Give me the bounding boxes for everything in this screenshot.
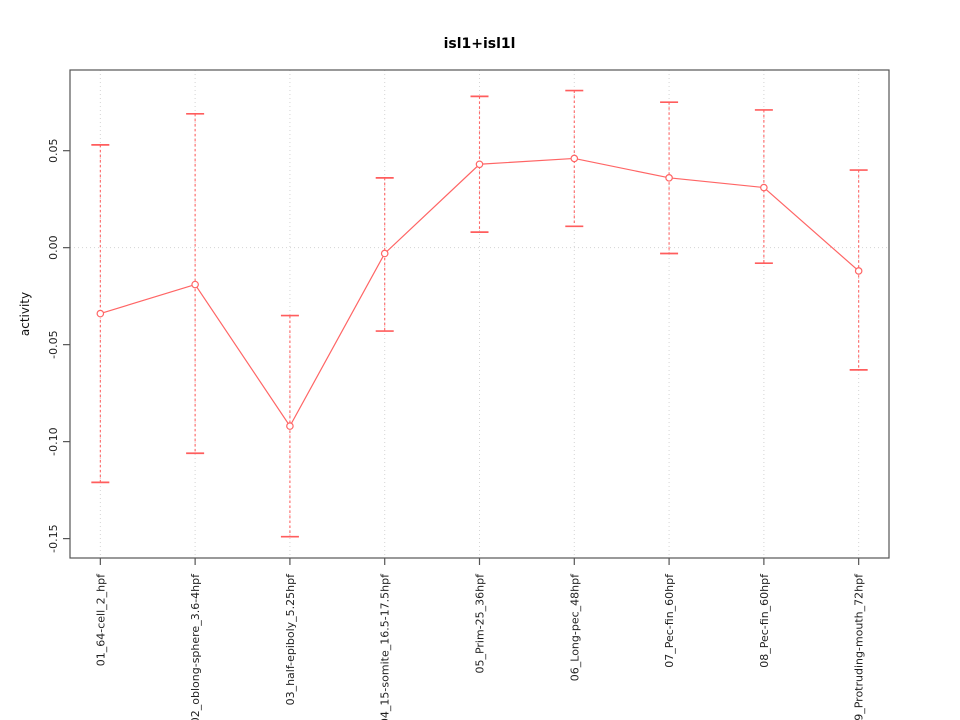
y-tick-label: -0.10 — [47, 427, 60, 455]
data-point — [570, 154, 579, 163]
x-tick-label: 08_Pec-fin_60hpf — [758, 573, 771, 668]
data-point — [760, 183, 768, 192]
data-point — [191, 280, 199, 289]
x-tick-label: 04_15-somite_16.5-17.5hpf — [379, 573, 392, 720]
x-tick-label: 05_Prim-25_36hpf — [474, 573, 487, 674]
x-tick-label: 07_Pec-fin_60hpf — [663, 573, 676, 668]
x-tick-label: 02_oblong-sphere_3.6-4hpf — [189, 573, 202, 720]
y-tick-label: -0.05 — [47, 330, 60, 358]
x-tick-label: 09_Protruding-mouth_72hpf — [853, 573, 866, 720]
plot-frame — [69, 69, 890, 559]
x-tick-label: 03_half-epiboly_5.25hpf — [284, 573, 297, 706]
y-tick-label: -0.15 — [47, 524, 60, 552]
data-point — [96, 309, 105, 318]
y-tick-label: 0.05 — [47, 138, 60, 163]
data-point — [286, 422, 294, 430]
data-point — [665, 174, 673, 182]
data-point — [854, 267, 863, 275]
x-tick-label: 01_64-cell_2_hpf — [94, 573, 107, 666]
chart-title: isl1+isl1l — [443, 36, 516, 52]
data-point — [380, 249, 389, 258]
data-point — [475, 160, 484, 169]
y-tick-label: 0.00 — [47, 235, 60, 260]
x-tick-label: 06_Long-pec_48hpf — [568, 573, 581, 681]
